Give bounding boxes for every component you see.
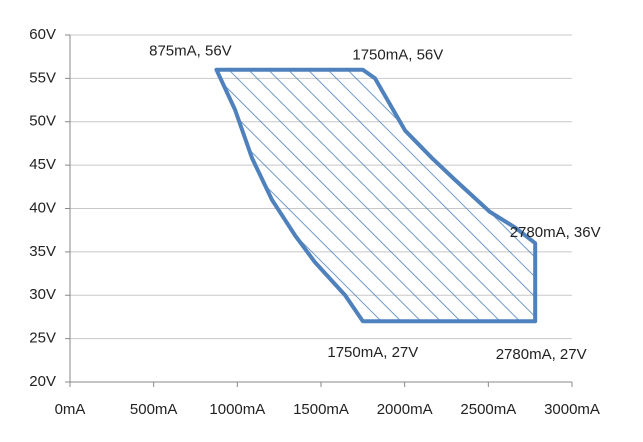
x-tick-label: 0mA bbox=[55, 401, 86, 418]
x-tick-label: 1500mA bbox=[293, 401, 349, 418]
annotation: 2780mA, 27V bbox=[496, 346, 587, 363]
y-tick-label: 25V bbox=[29, 330, 56, 347]
y-tick-label: 20V bbox=[29, 373, 56, 390]
y-tick-label: 30V bbox=[29, 286, 56, 303]
y-tick-label: 50V bbox=[29, 113, 56, 130]
annotation: 875mA, 56V bbox=[149, 43, 232, 60]
x-tick-label: 3000mA bbox=[544, 401, 600, 418]
annotation: 1750mA, 56V bbox=[352, 47, 443, 64]
area bbox=[214, 67, 538, 324]
y-tick-label: 40V bbox=[29, 199, 56, 216]
y-tick-label: 45V bbox=[29, 156, 56, 173]
y-tick-label: 55V bbox=[29, 69, 56, 86]
x-tick-label: 2000mA bbox=[377, 401, 433, 418]
x-tick-label: 2500mA bbox=[460, 401, 516, 418]
annotation: 1750mA, 27V bbox=[327, 344, 418, 361]
y-tick-label: 60V bbox=[29, 26, 56, 43]
x-tick-label: 1000mA bbox=[209, 401, 265, 418]
x-tick-label: 500mA bbox=[130, 401, 178, 418]
y-tick-label: 35V bbox=[29, 243, 56, 260]
annotation: 2780mA, 36V bbox=[510, 224, 601, 241]
